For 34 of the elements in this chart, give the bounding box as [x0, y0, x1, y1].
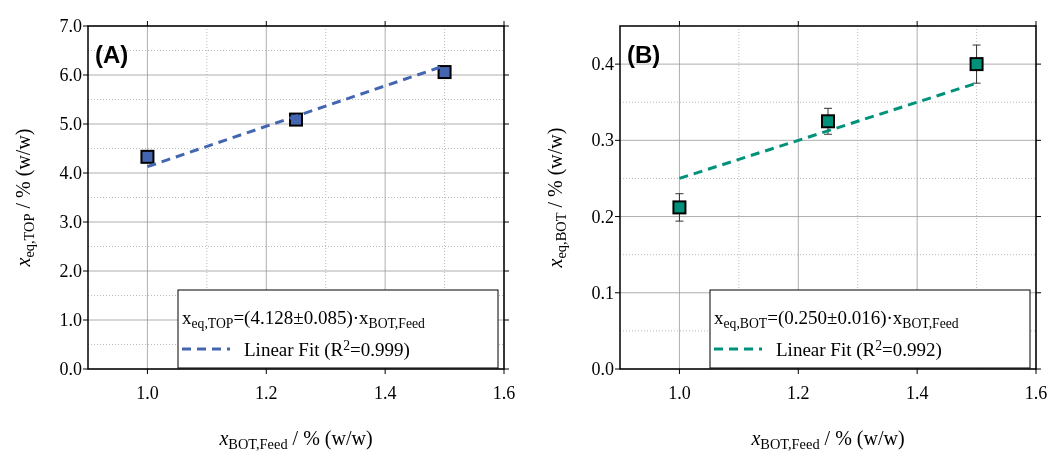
y-tick-label: 0.0	[591, 359, 614, 379]
x-tick-label: 1.0	[136, 383, 159, 403]
x-tick-label: 1.2	[787, 383, 810, 403]
text: (A)	[95, 41, 129, 68]
x-axis-title: x$_{BOT,Feed}$ / % (w/w)	[750, 427, 905, 452]
point	[672, 200, 687, 215]
point	[140, 149, 155, 164]
x-tick-label: 1.6	[1024, 383, 1048, 403]
x-tick-label: 1.0	[668, 383, 691, 403]
x-tick-label: 1.2	[255, 383, 278, 403]
x-axis-title: x$_{BOT,Feed}$ / % (w/w)	[218, 427, 373, 452]
y-tick-label: 0.0	[59, 359, 82, 379]
y-tick-label: 7.0	[59, 16, 82, 36]
y-tick-label: 0.1	[591, 282, 614, 303]
x-tick-label: 1.6	[492, 383, 516, 403]
legend-label: Linear Fit (R$^{2}$=0.999)	[244, 338, 410, 361]
point	[437, 65, 452, 80]
point	[821, 114, 835, 129]
y-tick-label: 0.2	[591, 206, 614, 227]
y-tick-label: 4.0	[59, 163, 82, 183]
annotation: x$_{eq,BOT}$=(0.250±0.016)·x$_{BOT,Feed}$	[714, 307, 959, 331]
y-tick-label: 1.0	[59, 310, 82, 330]
y-tick-label: 5.0	[59, 114, 82, 134]
text: (B)	[627, 41, 661, 68]
x-tick-label: 1.4	[373, 383, 397, 403]
y-tick-label: 2.0	[59, 261, 82, 281]
annotation: x$_{eq,TOP}$=(4.128±0.085)·x$_{BOT,Feed}$	[182, 307, 426, 331]
point	[969, 57, 984, 72]
y-tick-label: 3.0	[59, 212, 82, 232]
legend-label: Linear Fit (R$^{2}$=0.992)	[776, 338, 942, 361]
x-tick-label: 1.4	[905, 383, 929, 403]
y-tick-label: 0.3	[591, 130, 614, 151]
y-tick-label: 6.0	[59, 65, 82, 85]
y-tick-label: 0.4	[591, 54, 614, 75]
